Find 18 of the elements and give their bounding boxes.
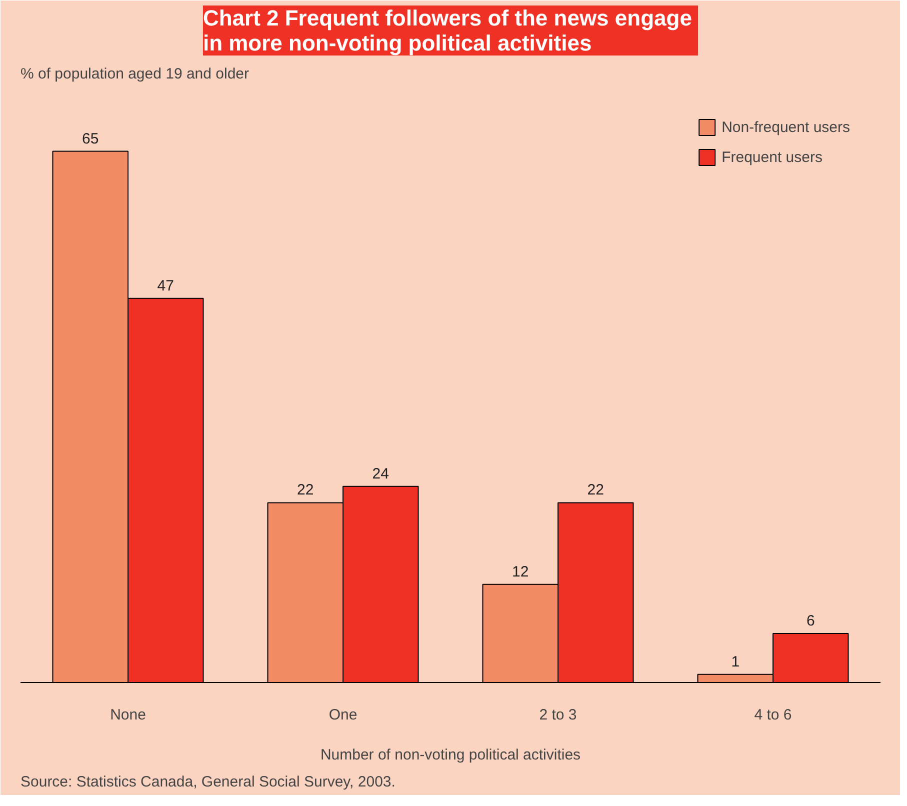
data-label: 6 — [806, 612, 815, 630]
chart-title: Chart 2 Frequent followers of the news engage in more non-voting political activities — [202, 6, 692, 56]
y-axis-title: % of population aged 19 and older — [20, 66, 250, 82]
x-tick-label: 2 to 3 — [539, 706, 577, 724]
x-axis-title: Number of non-voting political activities — [320, 746, 581, 764]
legend-label: Frequent users — [722, 148, 822, 166]
source-note: Source: Statistics Canada, General Social Survey, 2003. — [20, 774, 396, 790]
data-label: 65 — [82, 130, 99, 148]
legend-label: Non-frequent users — [722, 118, 850, 136]
x-tick-label: 4 to 6 — [754, 706, 792, 724]
data-label: 1 — [731, 653, 740, 670]
data-label: 47 — [157, 277, 174, 294]
data-label: 12 — [512, 563, 529, 580]
data-label: 22 — [587, 482, 604, 499]
data-label: 22 — [297, 482, 314, 499]
data-label: 24 — [372, 465, 389, 482]
x-tick-label: None — [110, 706, 146, 724]
x-tick-label: One — [328, 706, 358, 724]
